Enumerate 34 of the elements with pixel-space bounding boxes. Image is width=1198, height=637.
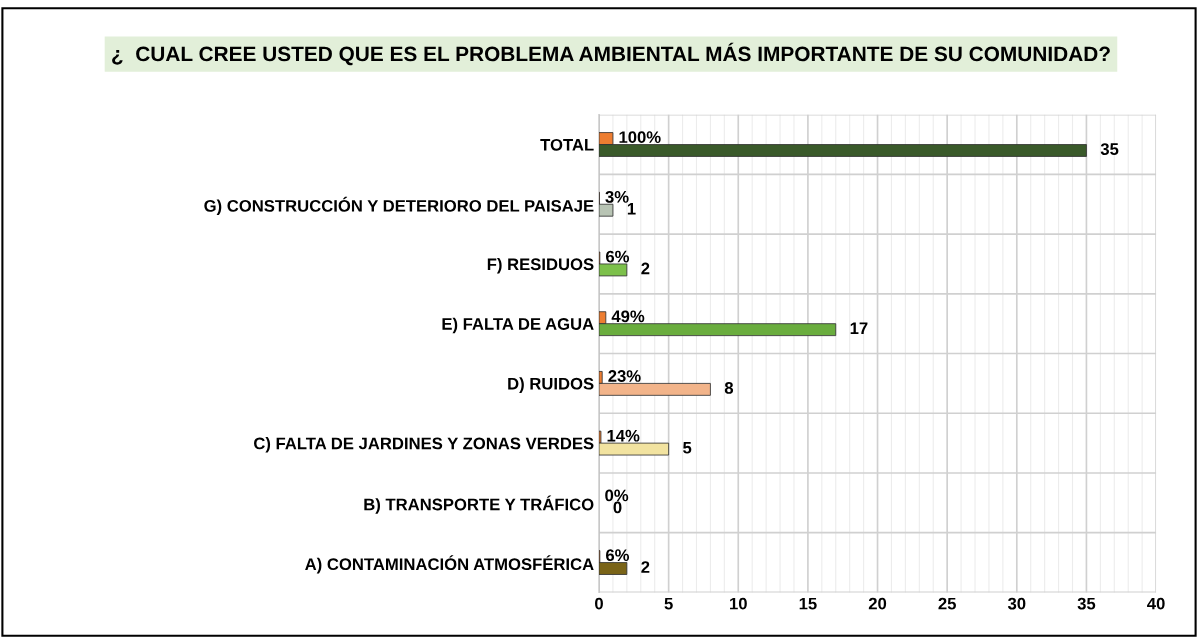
data-label: 100% [619, 131, 661, 144]
data-label: 49% [611, 310, 645, 323]
data-label: 14% [607, 429, 640, 442]
data-label: 2 [641, 262, 650, 275]
data-label: 1 [627, 203, 636, 215]
y-tick-label: G) CONSTRUCCIÓN Y DETERIORO DEL PAISAJE [204, 196, 594, 216]
y-tick-label: C) FALTA DE JARDINES Y ZONAS VERDES [254, 437, 594, 453]
x-tick-label: 40 [1147, 597, 1165, 610]
x-tick-label: 30 [1007, 597, 1026, 610]
x-tick-label: 25 [938, 597, 956, 610]
x-tick-label: 35 [1077, 597, 1096, 610]
data-label: 3% [605, 190, 629, 203]
y-tick-label: E) FALTA DE AGUA [442, 317, 594, 334]
data-label: 0% [605, 489, 629, 502]
y-tick-label: B) TRANSPORTE Y TRÁFICO [364, 495, 594, 514]
x-tick-label: 10 [730, 597, 747, 610]
data-label: 5 [683, 441, 692, 454]
y-tick-label: D) RUIDOS [508, 377, 594, 393]
data-label: 8 [724, 382, 734, 394]
y-tick-label: A) CONTAMINACIÓN ATMOSFÉRICA [305, 555, 594, 574]
data-label: 0 [613, 501, 622, 514]
data-label: 35 [1100, 143, 1119, 155]
data-label: 23% [608, 370, 641, 382]
x-tick-label: 15 [799, 597, 817, 610]
data-label: 17 [850, 322, 868, 334]
y-tick-label: TOTAL [540, 138, 594, 151]
data-label: 6% [606, 250, 630, 263]
chart-title: ¿ CUAL CREE USTED QUE ES EL PROBLEMA AMBIENTAL MÁS IMPORTANTE DE SU COMUNIDAD? [112, 42, 1110, 66]
x-tick-label: 5 [664, 597, 673, 610]
y-tick-label: F) RESIDUOS [487, 257, 594, 274]
data-label: 6% [606, 549, 630, 562]
data-label: 2 [641, 561, 650, 573]
x-tick-label: 0 [595, 597, 603, 610]
x-tick-label: 20 [868, 597, 887, 610]
